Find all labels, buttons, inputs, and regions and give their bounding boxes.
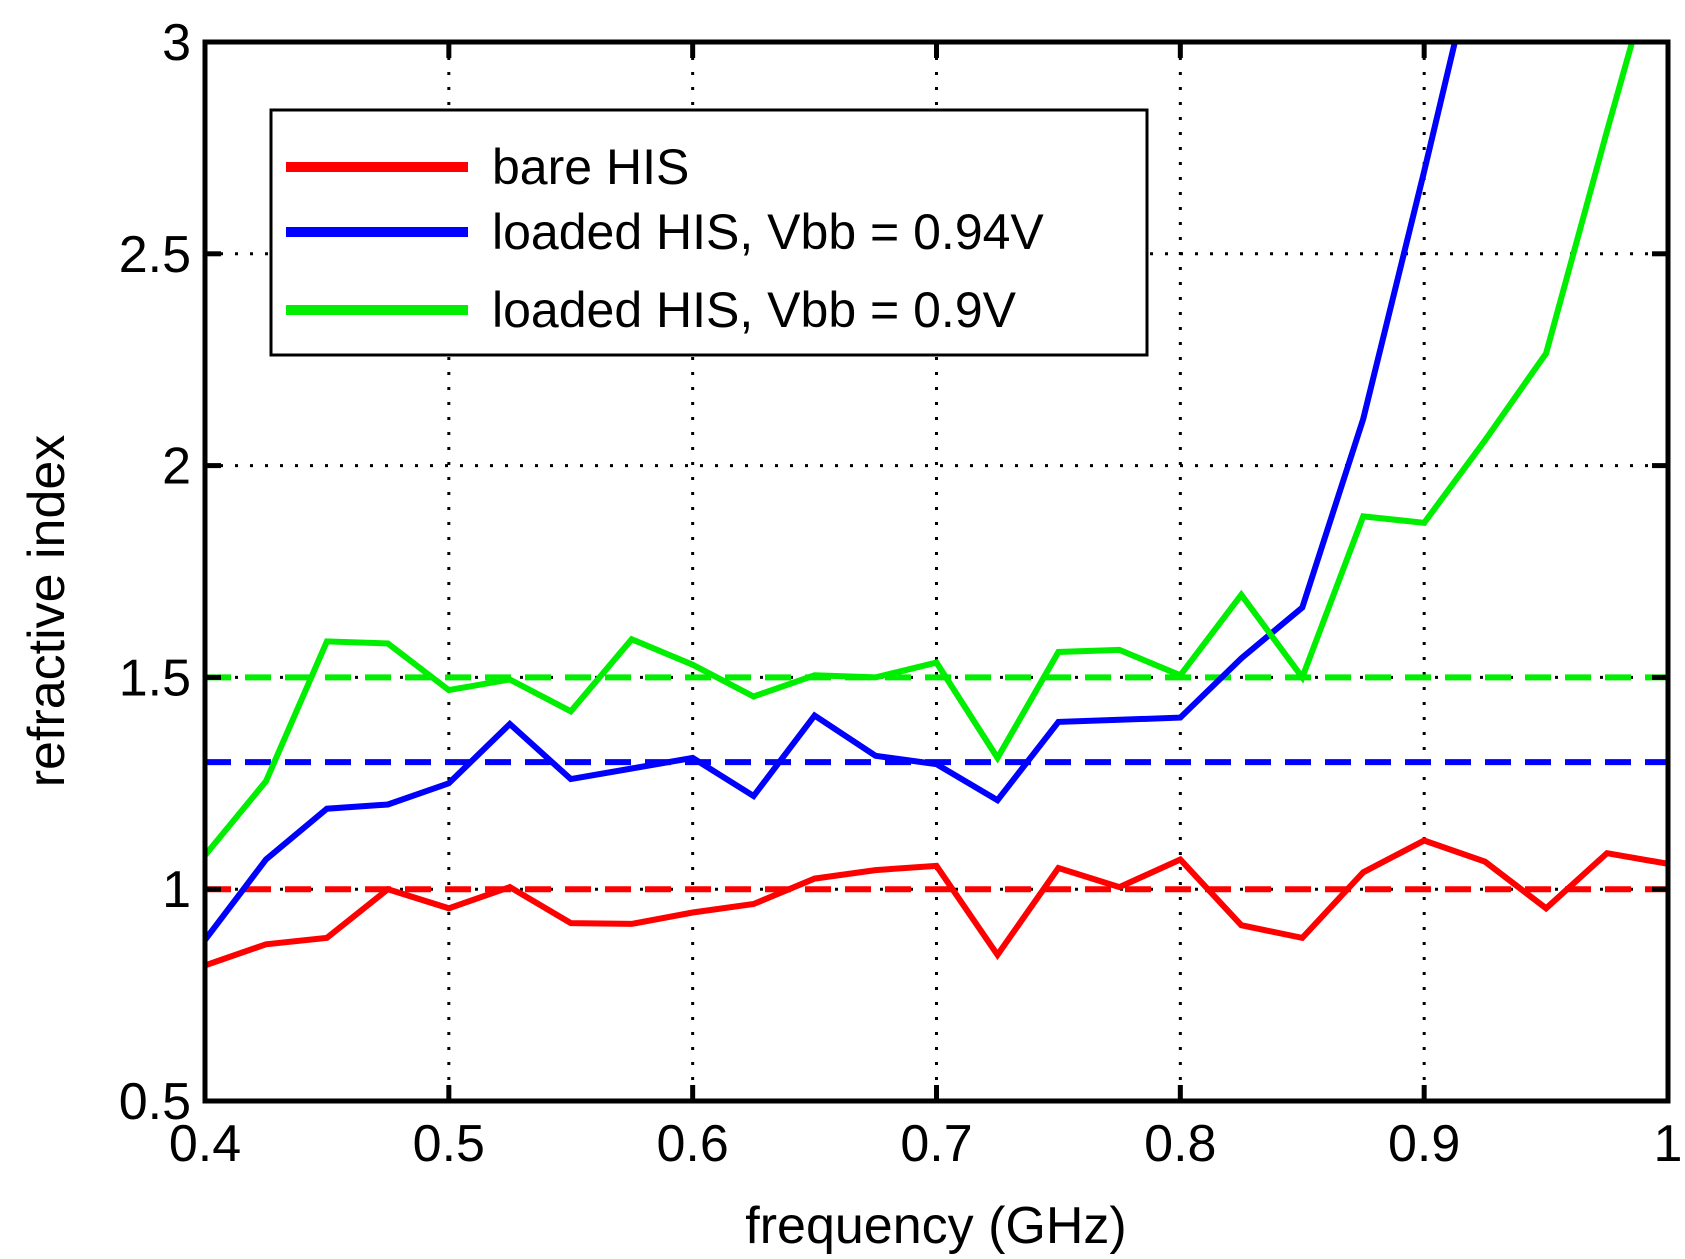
legend-label-1: loaded HIS, Vbb = 0.94V — [492, 204, 1044, 260]
x-tick-label-0: 0.4 — [169, 1115, 241, 1173]
x-tick-label-3: 0.7 — [900, 1115, 972, 1173]
x-tick-label-2: 0.6 — [657, 1115, 729, 1173]
legend-label-0: bare HIS — [492, 139, 689, 195]
ticks: 0.4 0.5 0.6 0.7 0.8 0.9 10.511.522.53 — [119, 14, 1683, 1173]
y-axis-label: refractive index — [18, 435, 76, 788]
x-tick-label-4: 0.8 — [1144, 1115, 1216, 1173]
series-line-0 — [205, 837, 1668, 969]
x-tick-label-5: 0.9 — [1388, 1115, 1460, 1173]
y-tick-label-5: 3 — [162, 14, 191, 72]
y-tick-label-2: 1.5 — [119, 649, 191, 707]
y-tick-label-0: 0.5 — [119, 1073, 191, 1131]
x-tick-label-6: 1 — [1654, 1115, 1683, 1173]
legend-label-2: loaded HIS, Vbb = 0.9V — [492, 282, 1017, 338]
y-tick-label-4: 2.5 — [119, 226, 191, 284]
x-axis-label: frequency (GHz) — [745, 1197, 1126, 1254]
x-tick-label-1: 0.5 — [413, 1115, 485, 1173]
series-group — [205, 42, 1668, 969]
reference-lines — [205, 674, 1668, 893]
y-tick-label-1: 1 — [162, 861, 191, 919]
y-tick-label-3: 2 — [162, 438, 191, 496]
legend: bare HIS loaded HIS, Vbb = 0.94V loaded HI… — [269, 108, 1149, 357]
series-line-2 — [205, 42, 1636, 858]
